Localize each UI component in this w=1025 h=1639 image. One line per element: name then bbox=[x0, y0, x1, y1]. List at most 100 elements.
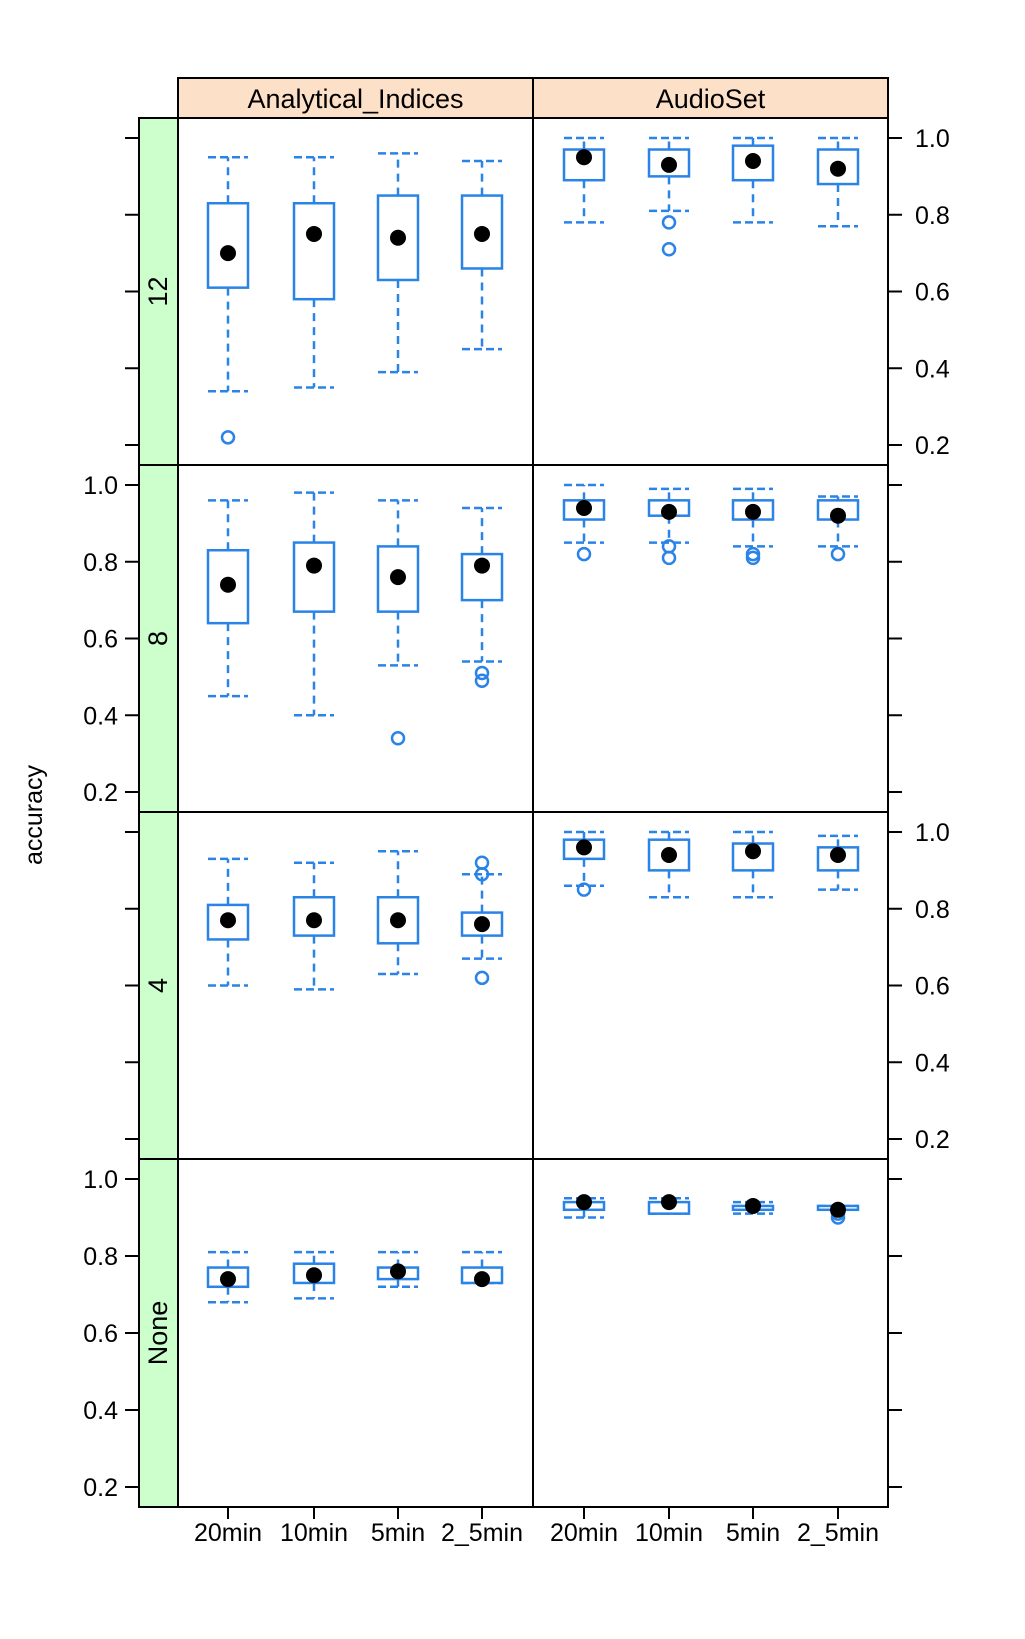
axes-layer: 0.2 0.4 0.6 0.8 1.0 0.2 0.4 0.6 0.8 1.0 0.2 0.4 0.6 0… bbox=[83, 118, 950, 1547]
median-point bbox=[745, 153, 761, 170]
x-tick-label: 2_5min bbox=[797, 1519, 879, 1547]
outlier-point bbox=[830, 546, 846, 562]
median-point bbox=[474, 557, 490, 574]
y-tick-label: 1.0 bbox=[83, 472, 118, 500]
row-strip-label: 8 bbox=[143, 631, 173, 646]
box bbox=[292, 541, 336, 613]
median-point bbox=[306, 557, 322, 574]
median-point bbox=[661, 503, 677, 520]
median-point bbox=[220, 1271, 236, 1288]
boxplot-5min bbox=[376, 1250, 420, 1289]
boxplot-5min bbox=[731, 1197, 775, 1215]
boxplot-20min bbox=[206, 155, 250, 445]
row-strip-label: 12 bbox=[143, 276, 173, 306]
outlier-point bbox=[474, 855, 490, 870]
outlier-point bbox=[474, 673, 490, 688]
x-tick-label: 20min bbox=[194, 1519, 262, 1547]
column-strip-label: AudioSet bbox=[656, 84, 766, 114]
median-point bbox=[220, 245, 236, 262]
y-tick-label: 0.2 bbox=[915, 1126, 950, 1154]
boxplot-2_5min bbox=[816, 136, 860, 228]
panel-frame bbox=[177, 464, 534, 813]
median-point bbox=[306, 225, 322, 242]
y-tick-label: 0.4 bbox=[83, 1397, 118, 1425]
outlier-point bbox=[576, 546, 592, 562]
median-point bbox=[390, 569, 406, 586]
outlier-point bbox=[661, 550, 677, 566]
y-tick-label: 1.0 bbox=[83, 1166, 118, 1194]
median-point bbox=[830, 1201, 846, 1218]
row-strip-label: 4 bbox=[143, 978, 173, 993]
y-tick-label: 0.2 bbox=[83, 779, 118, 807]
boxplot-20min bbox=[562, 1194, 606, 1219]
boxplot-5min bbox=[376, 499, 420, 746]
y-tick-label: 1.0 bbox=[915, 125, 950, 153]
row-strip bbox=[138, 811, 179, 1160]
median-point bbox=[830, 507, 846, 524]
x-tick-label: 5min bbox=[371, 1519, 425, 1547]
panel-frame bbox=[177, 117, 534, 466]
median-point bbox=[474, 916, 490, 933]
outlier-point bbox=[220, 430, 236, 445]
x-tick-label: 2_5min bbox=[441, 1519, 523, 1547]
y-tick-label: 0.4 bbox=[83, 702, 118, 730]
outlier-point bbox=[474, 665, 490, 681]
boxplot-5min bbox=[731, 136, 775, 224]
y-tick-label: 0.8 bbox=[915, 896, 950, 924]
median-point bbox=[661, 156, 677, 173]
y-tick-label: 0.6 bbox=[915, 973, 950, 1001]
column-strip bbox=[177, 77, 534, 119]
boxplot-10min bbox=[292, 155, 336, 389]
x-tick-label: 10min bbox=[635, 1519, 703, 1547]
boxplot-20min bbox=[206, 1250, 250, 1304]
outlier-point bbox=[390, 731, 406, 746]
median-point bbox=[306, 1267, 322, 1284]
boxplot-2_5min bbox=[816, 1201, 860, 1225]
boxplot-2_5min bbox=[816, 834, 860, 891]
y-tick-label: 0.6 bbox=[83, 1320, 118, 1348]
panels-layer bbox=[177, 117, 889, 1508]
boxplot-20min bbox=[206, 499, 250, 698]
median-point bbox=[576, 149, 592, 166]
median-point bbox=[661, 1194, 677, 1211]
y-tick-label: 0.8 bbox=[83, 549, 118, 577]
row-strip-label: None bbox=[143, 1301, 173, 1366]
x-tick-label: 5min bbox=[726, 1519, 780, 1547]
y-tick-label: 0.8 bbox=[915, 202, 950, 230]
y-tick-label: 0.2 bbox=[915, 432, 950, 460]
y-tick-label: 0.4 bbox=[915, 1049, 950, 1077]
y-tick-label: 0.8 bbox=[83, 1243, 118, 1271]
boxplot-2_5min bbox=[460, 855, 504, 986]
median-point bbox=[390, 229, 406, 246]
boxplot-10min bbox=[647, 1194, 691, 1215]
boxplot-10min bbox=[292, 1250, 336, 1300]
strips-layer: Analytical_Indices AudioSet 12 8 4 None bbox=[138, 77, 889, 1508]
boxplot-2_5min bbox=[460, 1250, 504, 1288]
boxplot-10min bbox=[647, 487, 691, 566]
boxplot-10min bbox=[292, 491, 336, 717]
boxplot-5min bbox=[376, 152, 420, 374]
median-point bbox=[576, 1194, 592, 1211]
boxplot-20min bbox=[206, 857, 250, 987]
y-tick-label: 0.4 bbox=[915, 355, 950, 383]
column-strip bbox=[532, 77, 889, 119]
median-point bbox=[474, 225, 490, 242]
outlier-point bbox=[474, 970, 490, 986]
boxplot-10min bbox=[647, 136, 691, 257]
boxplot-5min bbox=[731, 487, 775, 566]
panel-frame bbox=[177, 811, 534, 1160]
median-point bbox=[220, 912, 236, 929]
median-point bbox=[390, 1263, 406, 1280]
median-point bbox=[830, 160, 846, 177]
y-tick-label: 1.0 bbox=[915, 819, 950, 847]
boxes-layer bbox=[206, 136, 860, 1304]
median-point bbox=[474, 1271, 490, 1288]
outlier-point bbox=[474, 866, 490, 882]
boxplot-2_5min bbox=[460, 159, 504, 351]
boxplot-5min bbox=[376, 849, 420, 976]
median-point bbox=[745, 1197, 761, 1214]
x-tick-label: 20min bbox=[550, 1519, 618, 1547]
median-point bbox=[390, 912, 406, 929]
boxplot-10min bbox=[292, 861, 336, 991]
